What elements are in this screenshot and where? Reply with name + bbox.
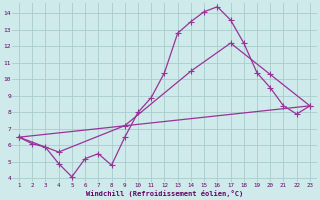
X-axis label: Windchill (Refroidissement éolien,°C): Windchill (Refroidissement éolien,°C) [86,190,243,197]
